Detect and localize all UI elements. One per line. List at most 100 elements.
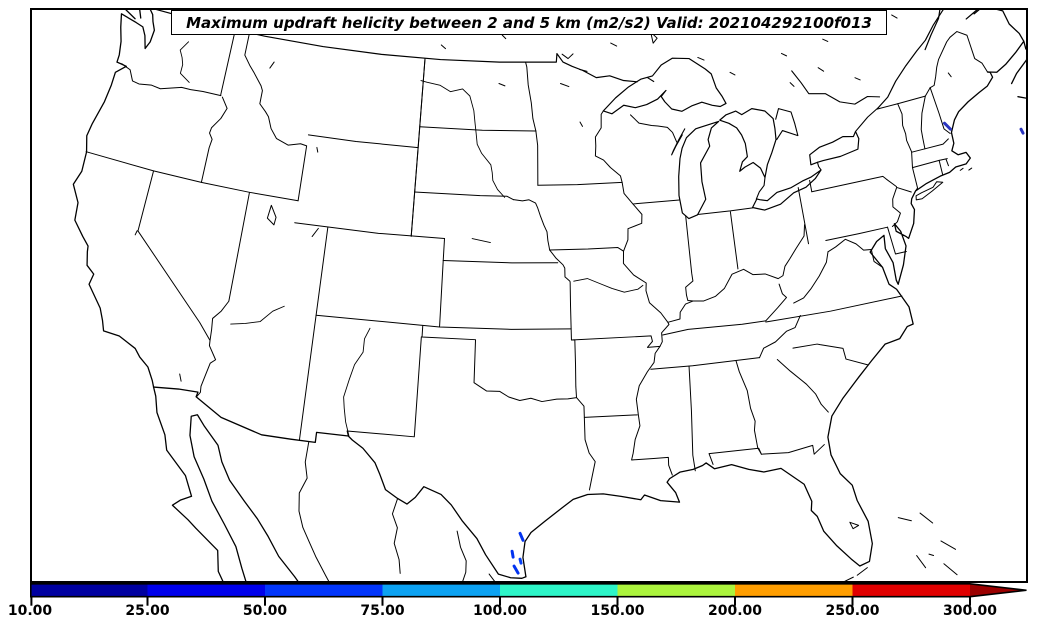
map-island-speck [854,77,861,81]
map-boundary-line [315,314,572,330]
map-boundary-line [924,10,941,51]
map-island-speck [610,42,618,47]
map-canvas [30,8,1028,583]
colorbar-svg [30,583,1027,606]
map-island-speck [943,563,958,576]
map-island-speck [269,61,275,69]
map-boundary-line [410,57,426,237]
map-boundary-line [945,158,949,167]
map-boundary-line [791,70,881,105]
plot-title: Maximum updraft helicity between 2 and 5… [186,13,872,32]
map-boundary-line [72,10,156,388]
map-island-speck [134,230,138,236]
colorbar-tick [30,596,33,606]
map-island-speck [844,576,854,581]
map-boundary-line [986,40,1026,85]
colorbar-tick [734,596,736,606]
map-boundary-line [776,359,829,413]
map-island-speck [316,146,319,153]
map-boundary-line [230,305,285,325]
map-island-speck [919,512,934,524]
map-boundary-line [759,314,801,359]
map-boundary-line [85,151,299,202]
map-boundary-line [419,126,537,132]
map-boundary-line [594,110,673,476]
updraft-helicity-mark [512,564,520,575]
map-boundary-line [1017,96,1026,99]
map-boundary-line [139,10,142,19]
colorbar-segment [852,583,971,597]
map-boundary-line [708,447,762,455]
map-island-speck [959,167,964,171]
map-island-speck [440,44,447,50]
map-boundary-line [629,114,678,143]
map-boundary-line [854,107,879,132]
colorbar-tick-label: 75.00 [360,603,405,619]
map-island-speck [817,67,825,72]
map-boundary-line [915,181,944,201]
colorbar-tick-label: 100.00 [472,603,528,619]
map-island-speck [891,14,898,19]
map-boundary-line [632,199,680,205]
map-boundary-line [729,211,739,270]
map-island-speck [928,553,935,556]
map-boundary-line [688,365,696,472]
map-boundary-line [346,336,422,438]
map-boundary-line [512,199,572,341]
colorbar-tick-label: 10.00 [7,603,53,619]
map-boundary-line [755,176,766,200]
map-boundary-line [920,95,926,150]
map-boundary-line [965,10,1025,42]
map-boundary-line [897,103,919,192]
map-island-speck [579,121,583,127]
map-island-speck [822,38,829,42]
map-boundary-line [456,530,467,581]
map-boundary-line [825,226,889,241]
colorbar-segment [265,583,383,597]
map-boundary-line [535,130,539,186]
map-island-speck [789,82,795,87]
map-boundary-line [697,207,754,215]
map-boundary-line [792,343,869,366]
updraft-helicity-mark [518,557,523,565]
map-boundary-line [152,386,527,579]
map-boundary-line [525,61,537,132]
map-island-speck [578,68,588,72]
map-island-speck [729,71,736,76]
colorbar-tick-label: 150.00 [590,603,645,619]
colorbar-tick [616,596,619,606]
colorbar-segment [382,583,501,597]
plot-title-box: Maximum updraft helicity between 2 and 5… [171,10,887,35]
map-boundary-line [671,128,686,156]
map-boundary-line [137,170,217,398]
map-boundary-line [877,10,980,109]
colorbar [30,583,1028,607]
colorbar-tick [851,596,854,606]
map-island-speck [856,567,868,576]
map-boundary-line [220,29,236,96]
map-island-speck [697,56,705,61]
map-boundary-line [887,226,907,255]
colorbar-tick [969,596,971,606]
map-boundary-line [911,138,949,153]
map-boundary-line [685,215,694,302]
map-boundary-line [775,108,799,140]
map-boundary-line [765,283,788,322]
map-boundary-line [849,521,860,530]
map-boundary-line [471,238,491,244]
colorbar-tick-label: 50.00 [242,603,288,619]
map-boundary-line [765,295,903,323]
map-boundary-line [209,191,250,341]
map-boundary-line [583,414,638,418]
colorbar-segment [147,583,266,597]
map-boundary-line [200,96,228,183]
map-island-speck [897,517,912,522]
colorbar-overflow-arrow [970,583,1027,597]
map-boundary-line [442,260,559,264]
map-island-speck [498,82,506,87]
map-boundary-line [439,238,446,328]
map-boundary-line [911,158,948,169]
map-island-speck [179,373,182,382]
map-boundary-line [573,278,644,293]
map-boundary-line [488,573,496,581]
